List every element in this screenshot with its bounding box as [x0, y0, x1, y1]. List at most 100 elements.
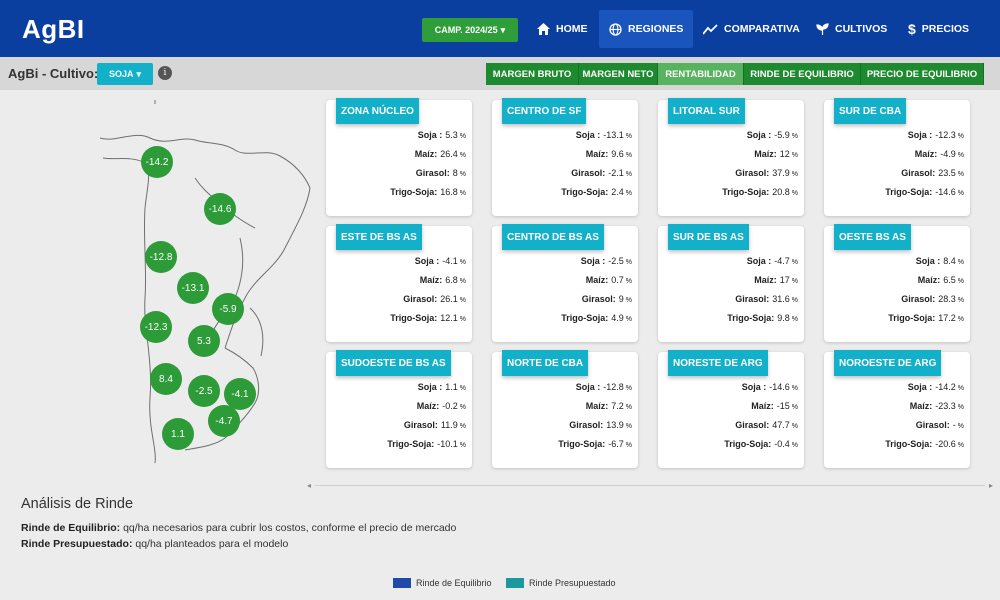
unit-label: %: [459, 171, 466, 178]
legend-label: Rinde de Equilibrio: [416, 578, 492, 588]
map-bubble[interactable]: 1.1: [162, 418, 194, 450]
tab-rentabilidad[interactable]: RENTABILIDAD: [658, 63, 744, 85]
map-bubble[interactable]: -12.8: [145, 241, 177, 273]
unit-label: %: [791, 297, 798, 304]
map-bubble[interactable]: -4.7: [208, 405, 240, 437]
crop-value: 9.8: [777, 313, 790, 323]
map-bubble[interactable]: -14.6: [204, 193, 236, 225]
crop-selected: SOJA: [108, 69, 134, 79]
crop-value: 26.4: [440, 149, 458, 159]
region-card-row: Girasol: 8%: [416, 168, 466, 178]
crop-label: Girasol:: [901, 168, 936, 178]
region-card[interactable]: NOROESTE DE ARG Soja : -14.2% Maíz: -23.3% Gi…: [824, 350, 970, 468]
region-card-row: Girasol: 31.6%: [735, 294, 798, 304]
map-bubble[interactable]: -13.1: [177, 272, 209, 304]
unit-label: %: [625, 316, 632, 323]
nav-regiones[interactable]: REGIONES: [599, 10, 694, 48]
region-card-row: Soja :1.1%: [418, 382, 466, 392]
unit-label: %: [791, 259, 798, 266]
region-card[interactable]: SUR DE BS AS Soja : -4.7% Maíz: 17% Girasol: 3…: [658, 224, 804, 342]
region-card-row: Soja : -4.1%: [415, 256, 466, 266]
unit-label: %: [791, 385, 798, 392]
legend-item[interactable]: Rinde de Equilibrio: [393, 578, 492, 588]
legend-label: Rinde Presupuestado: [529, 578, 616, 588]
crop-value: -14.6: [769, 382, 790, 392]
region-card-row: Girasol: 9%: [582, 294, 632, 304]
region-card-title: SUR DE BS AS: [668, 224, 749, 250]
crop-value: -0.2: [442, 401, 458, 411]
campaign-dropdown[interactable]: CAMP. 2024/25 ▾: [422, 18, 518, 42]
crop-label: Maíz:: [416, 401, 440, 411]
map-bubble[interactable]: -5.9: [212, 293, 244, 325]
region-card[interactable]: SUR DE CBA Soja : -12.3% Maíz: -4.9% Girasol:…: [824, 98, 970, 216]
crop-label: Soja :: [741, 382, 767, 392]
region-card-row: Trigo-Soja: 12.1%: [390, 313, 466, 323]
unit-label: %: [791, 152, 798, 159]
crop-value: -0.4: [774, 439, 790, 449]
crop-label: Soja :: [580, 256, 606, 266]
legend-swatch: [393, 578, 411, 588]
region-card-row: Maíz: 7.2%: [586, 401, 632, 411]
crop-value: 11.9: [440, 420, 458, 430]
unit-label: %: [625, 259, 632, 266]
info-icon[interactable]: i: [158, 66, 172, 80]
unit-label: %: [957, 297, 964, 304]
region-card[interactable]: LITORAL SUR Soja : -5.9% Maíz: 12% Girasol: 37…: [658, 98, 804, 216]
nav-home[interactable]: HOME: [527, 10, 598, 48]
app-logo[interactable]: AgBI: [22, 14, 85, 44]
unit-label: %: [459, 278, 466, 285]
region-card-title: ESTE DE BS AS: [336, 224, 422, 250]
map-bubble[interactable]: 8.4: [150, 363, 182, 395]
map-bubble[interactable]: 5.3: [188, 325, 220, 357]
region-card[interactable]: NORTE DE CBA Soja : -12.8% Maíz: 7.2% Girasol…: [492, 350, 638, 468]
unit-label: %: [459, 259, 466, 266]
tab-margen-bruto[interactable]: MARGEN BRUTO: [486, 63, 579, 85]
crop-value: -20.6: [935, 439, 956, 449]
region-card[interactable]: OESTE BS AS Soja :8.4% Maíz: 6.5% Girasol: 28…: [824, 224, 970, 342]
crop-value: 6.5: [943, 275, 956, 285]
crop-label: Soja :: [414, 256, 440, 266]
desc-rinde-presupuestado: qq/ha planteados para el modelo: [132, 538, 289, 550]
scroll-right-icon[interactable]: ▸: [988, 481, 993, 490]
map-bubble[interactable]: -2.5: [188, 375, 220, 407]
tab-rinde-equilibrio[interactable]: RINDE DE EQUILIBRIO: [744, 63, 861, 85]
crop-label: Soja :: [417, 382, 443, 392]
map-bubble[interactable]: -12.3: [140, 311, 172, 343]
region-card[interactable]: CENTRO DE BS AS Soja : -2.5% Maíz: 0.7% Giras…: [492, 224, 638, 342]
crop-label: Trigo-Soja:: [885, 439, 933, 449]
region-card[interactable]: CENTRO DE SF Soja : -13.1% Maíz: 9.6% Girasol…: [492, 98, 638, 216]
unit-label: %: [625, 278, 632, 285]
legend-item[interactable]: Rinde Presupuestado: [506, 578, 616, 588]
region-card[interactable]: NORESTE DE ARG Soja : -14.6% Maíz: -15% Giras…: [658, 350, 804, 468]
region-card[interactable]: ESTE DE BS AS Soja : -4.1% Maíz: 6.8% Girasol…: [326, 224, 472, 342]
tab-precio-equilibrio[interactable]: PRECIO DE EQUILIBRIO: [861, 63, 984, 85]
crop-label: Maíz:: [917, 275, 941, 285]
crop-value: 47.7: [772, 420, 790, 430]
unit-label: %: [625, 385, 632, 392]
crop-label: Girasol:: [915, 420, 950, 430]
crop-label: Trigo-Soja:: [390, 313, 438, 323]
crop-dropdown[interactable]: SOJA ▾: [97, 63, 153, 85]
region-card-row: Maíz: -0.2%: [417, 401, 466, 411]
nav-cultivos[interactable]: CULTIVOS: [806, 10, 897, 48]
crop-value: -: [952, 420, 956, 430]
tab-margen-neto[interactable]: MARGEN NETO: [579, 63, 658, 85]
region-card-row: Girasol: 11.9%: [404, 420, 466, 430]
nav-comparativa[interactable]: COMPARATIVA: [693, 10, 810, 48]
crop-value: 12.1: [440, 313, 458, 323]
nav-precios[interactable]: $ PRECIOS: [898, 10, 979, 48]
region-card[interactable]: ZONA NÚCLEO Soja :5.3% Maíz: 26.4% Girasol: 8…: [326, 98, 472, 216]
crop-label: Girasol:: [403, 294, 438, 304]
unit-label: %: [459, 133, 466, 140]
unit-label: %: [957, 385, 964, 392]
cards-scrollbar[interactable]: ◂ ▸: [305, 479, 995, 493]
map-bubble[interactable]: -4.1: [224, 378, 256, 410]
scroll-left-icon[interactable]: ◂: [307, 481, 312, 490]
region-card-row: Girasol: -%: [916, 420, 964, 430]
unit-label: %: [791, 133, 798, 140]
crop-value: 7.2: [611, 401, 624, 411]
region-card-row: Maíz: 6.5%: [918, 275, 964, 285]
region-card-title: NOROESTE DE ARG: [834, 350, 942, 376]
region-card[interactable]: SUDOESTE DE BS AS Soja :1.1% Maíz: -0.2% Gir…: [326, 350, 472, 468]
map-bubble[interactable]: -14.2: [141, 146, 173, 178]
